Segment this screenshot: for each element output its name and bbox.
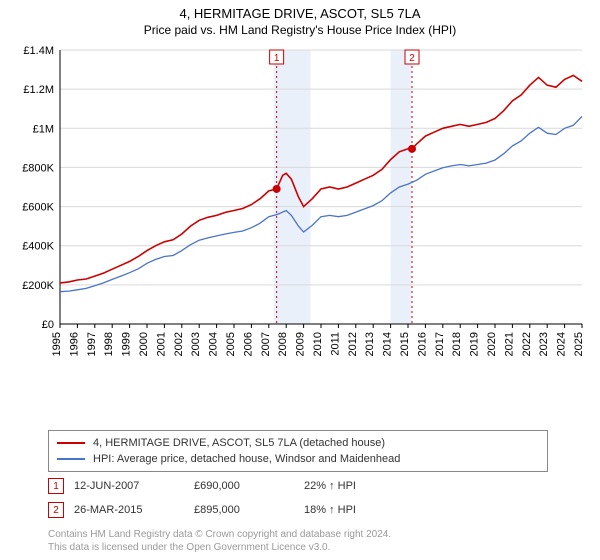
legend-label: 4, HERMITAGE DRIVE, ASCOT, SL5 7LA (deta…	[93, 437, 385, 449]
svg-text:1: 1	[274, 53, 280, 64]
transaction-delta: 18% ↑ HPI	[304, 504, 356, 516]
legend-swatch	[57, 458, 85, 460]
line-chart-svg: £0 £200K £400K £600K £800K £1M £1.2M £1.4M 1995 1…	[12, 44, 588, 384]
svg-text:2010: 2010	[312, 332, 324, 356]
svg-text:1995: 1995	[51, 332, 63, 356]
svg-text:2024: 2024	[556, 332, 568, 356]
svg-text:2004: 2004	[208, 332, 220, 356]
svg-text:2002: 2002	[173, 332, 185, 356]
legend-label: HPI: Average price, detached house, Wind…	[93, 453, 400, 465]
svg-text:2: 2	[409, 53, 415, 64]
svg-text:2000: 2000	[138, 332, 150, 356]
svg-text:£400K: £400K	[22, 241, 54, 253]
svg-text:2016: 2016	[416, 332, 428, 356]
transaction-delta: 22% ↑ HPI	[304, 480, 356, 492]
svg-text:2003: 2003	[190, 332, 202, 356]
transaction-marker: 2	[48, 502, 64, 518]
svg-text:£1.2M: £1.2M	[23, 84, 54, 96]
svg-text:£800K: £800K	[22, 162, 54, 174]
svg-text:2017: 2017	[434, 332, 446, 356]
svg-text:£600K: £600K	[22, 202, 54, 214]
transaction-date: 26-MAR-2015	[74, 504, 194, 516]
transaction-row: 2 26-MAR-2015£895,00018% ↑ HPI	[48, 502, 356, 518]
svg-text:£1.4M: £1.4M	[23, 45, 54, 57]
svg-text:2009: 2009	[295, 332, 307, 356]
legend-item: 4, HERMITAGE DRIVE, ASCOT, SL5 7LA (deta…	[57, 435, 539, 451]
transaction-price: £895,000	[194, 504, 304, 516]
transaction-date: 12-JUN-2007	[74, 480, 194, 492]
svg-text:2008: 2008	[277, 332, 289, 356]
chart-title: 4, HERMITAGE DRIVE, ASCOT, SL5 7LA	[0, 0, 600, 21]
svg-text:2021: 2021	[503, 332, 515, 356]
svg-text:£1M: £1M	[33, 123, 54, 135]
chart-subtitle: Price paid vs. HM Land Registry's House …	[0, 21, 600, 41]
chart-container: 4, HERMITAGE DRIVE, ASCOT, SL5 7LA Price…	[0, 0, 600, 560]
svg-text:2006: 2006	[242, 332, 254, 356]
legend-item: HPI: Average price, detached house, Wind…	[57, 451, 539, 467]
svg-text:2007: 2007	[260, 332, 272, 356]
svg-text:2019: 2019	[469, 332, 481, 356]
footer-line-2: This data is licensed under the Open Gov…	[48, 541, 391, 554]
transaction-marker: 1	[48, 478, 64, 494]
svg-text:1999: 1999	[121, 332, 133, 356]
chart-plot: £0 £200K £400K £600K £800K £1M £1.2M £1.4M 1995 1…	[12, 44, 588, 384]
svg-text:2012: 2012	[347, 332, 359, 356]
svg-text:2015: 2015	[399, 332, 411, 356]
footer-attribution: Contains HM Land Registry data © Crown c…	[48, 528, 391, 554]
svg-text:2018: 2018	[451, 332, 463, 356]
svg-text:2023: 2023	[538, 332, 550, 356]
svg-text:£0: £0	[42, 319, 54, 331]
transaction-price: £690,000	[194, 480, 304, 492]
svg-text:£200K: £200K	[22, 280, 54, 292]
svg-text:2005: 2005	[225, 332, 237, 356]
svg-text:2025: 2025	[573, 332, 585, 356]
svg-text:2013: 2013	[364, 332, 376, 356]
footer-line-1: Contains HM Land Registry data © Crown c…	[48, 528, 391, 541]
svg-text:1997: 1997	[86, 332, 98, 356]
svg-text:2020: 2020	[486, 332, 498, 356]
svg-text:1998: 1998	[103, 332, 115, 356]
legend-swatch	[57, 442, 85, 444]
svg-text:1996: 1996	[68, 332, 80, 356]
svg-text:2014: 2014	[382, 332, 394, 356]
transaction-row: 1 12-JUN-2007£690,00022% ↑ HPI	[48, 478, 356, 494]
legend: 4, HERMITAGE DRIVE, ASCOT, SL5 7LA (deta…	[48, 430, 548, 472]
svg-text:2022: 2022	[521, 332, 533, 356]
svg-text:2001: 2001	[155, 332, 167, 356]
svg-text:2011: 2011	[329, 332, 341, 356]
